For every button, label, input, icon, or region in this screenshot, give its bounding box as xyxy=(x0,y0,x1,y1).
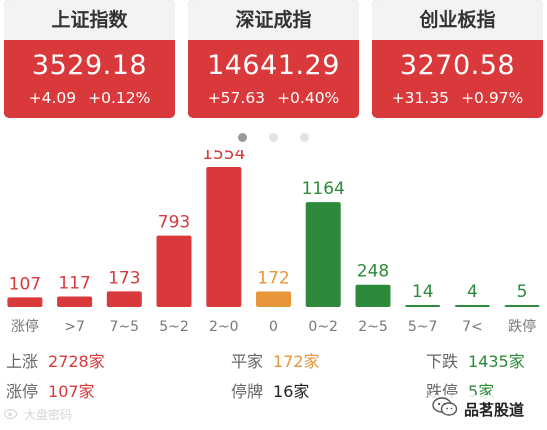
watermark-right-text: 品茗股道 xyxy=(464,400,525,419)
watermark-right: 品茗股道 xyxy=(428,395,529,423)
category-label: 5~7 xyxy=(408,319,438,335)
bar-0~2[interactable] xyxy=(305,202,341,307)
watermark-left-text: 大盘密码 xyxy=(24,408,73,422)
bar-跌停[interactable] xyxy=(504,305,540,307)
index-pct: +0.12% xyxy=(88,89,151,107)
stat-value: 1435家 xyxy=(468,352,525,371)
bar-0[interactable] xyxy=(256,291,291,308)
index-change: +31.35 xyxy=(391,89,450,107)
bar-value-label: 117 xyxy=(58,274,90,294)
bar-value-label: 172 xyxy=(257,269,289,289)
index-pct: +0.40% xyxy=(277,89,340,107)
index-value: 3529.18 xyxy=(31,50,148,81)
bar-value-label: 4 xyxy=(467,282,478,302)
index-change: +4.09 xyxy=(28,89,77,107)
bar-value-label: 248 xyxy=(357,262,389,282)
index-cards: 上证指数 3529.18 +4.09 +0.12% 深证成指 14641.29 +… xyxy=(0,0,547,118)
index-card-sh[interactable]: 上证指数 3529.18 +4.09 +0.12% xyxy=(4,0,175,118)
bar-7<[interactable] xyxy=(454,305,490,307)
stat-label: 上涨 xyxy=(6,352,39,371)
distribution-chart: 107 涨停 117 >7 173 7~5 793 5~2 1554 2~0 172 0 1164 0~2… xyxy=(7,150,540,335)
stat-limit-up: 涨停 107家 xyxy=(6,380,95,404)
bar-value-label: 793 xyxy=(158,213,190,233)
category-label: 涨停 xyxy=(11,318,39,335)
stat-label: 停牌 xyxy=(231,382,264,401)
category-label: 7< xyxy=(462,319,483,335)
category-label: 0 xyxy=(269,319,278,335)
bar-value-label: 1164 xyxy=(302,179,345,199)
bar-5~2[interactable] xyxy=(156,235,192,307)
stat-label: 涨停 xyxy=(6,382,39,401)
bar-value-label: 107 xyxy=(9,274,41,294)
bar-value-label: 14 xyxy=(412,282,434,302)
weibo-icon xyxy=(3,407,18,422)
index-value: 14641.29 xyxy=(207,50,340,81)
index-value: 3270.58 xyxy=(399,50,516,81)
category-label: 2~0 xyxy=(209,319,239,335)
index-pct: +0.97% xyxy=(461,89,524,107)
wechat-icon xyxy=(432,397,458,421)
bar-2~5[interactable] xyxy=(355,284,391,307)
bar-value-label: 173 xyxy=(108,268,140,288)
stat-value: 172家 xyxy=(273,352,320,371)
stat-down: 下跌 1435家 xyxy=(426,350,525,374)
page-dot[interactable] xyxy=(238,133,247,142)
bar-value-label: 1554 xyxy=(202,150,245,164)
bar->7[interactable] xyxy=(57,296,93,308)
stat-flat: 平家 172家 xyxy=(231,350,320,374)
category-label: 0~2 xyxy=(308,319,338,335)
watermark-left: 大盘密码 xyxy=(3,406,73,423)
stat-up: 上涨 2728家 xyxy=(6,350,105,374)
bar-2~0[interactable] xyxy=(206,167,242,307)
stat-value: 107家 xyxy=(48,382,95,401)
stat-halt: 停牌 16家 xyxy=(231,380,309,404)
index-change: +57.63 xyxy=(207,89,266,107)
page-indicator xyxy=(0,133,547,142)
category-label: >7 xyxy=(64,319,85,335)
bar-涨停[interactable] xyxy=(7,297,43,307)
category-label: 2~5 xyxy=(358,319,388,335)
page-dot[interactable] xyxy=(269,133,278,142)
page-dot[interactable] xyxy=(300,133,309,142)
market-stats: 上涨 2728家 平家 172家 下跌 1435家 涨停 107家 停牌 16家 跌停 5家 xyxy=(0,346,547,430)
stat-label: 平家 xyxy=(231,352,264,371)
index-name: 深证成指 xyxy=(188,0,359,40)
stat-label: 下跌 xyxy=(426,352,459,371)
index-card-sz[interactable]: 深证成指 14641.29 +57.63 +0.40% xyxy=(188,0,359,118)
stat-value: 2728家 xyxy=(48,352,105,371)
category-label: 5~2 xyxy=(159,319,189,335)
category-label: 跌停 xyxy=(508,318,536,335)
bar-value-label: 5 xyxy=(517,282,528,302)
bar-7~5[interactable] xyxy=(106,291,142,307)
category-label: 7~5 xyxy=(110,319,140,335)
bar-5~7[interactable] xyxy=(405,305,441,307)
stat-value: 16家 xyxy=(273,382,310,401)
index-name: 上证指数 xyxy=(4,0,175,40)
index-card-cy[interactable]: 创业板指 3270.58 +31.35 +0.97% xyxy=(372,0,543,118)
index-name: 创业板指 xyxy=(372,0,543,40)
